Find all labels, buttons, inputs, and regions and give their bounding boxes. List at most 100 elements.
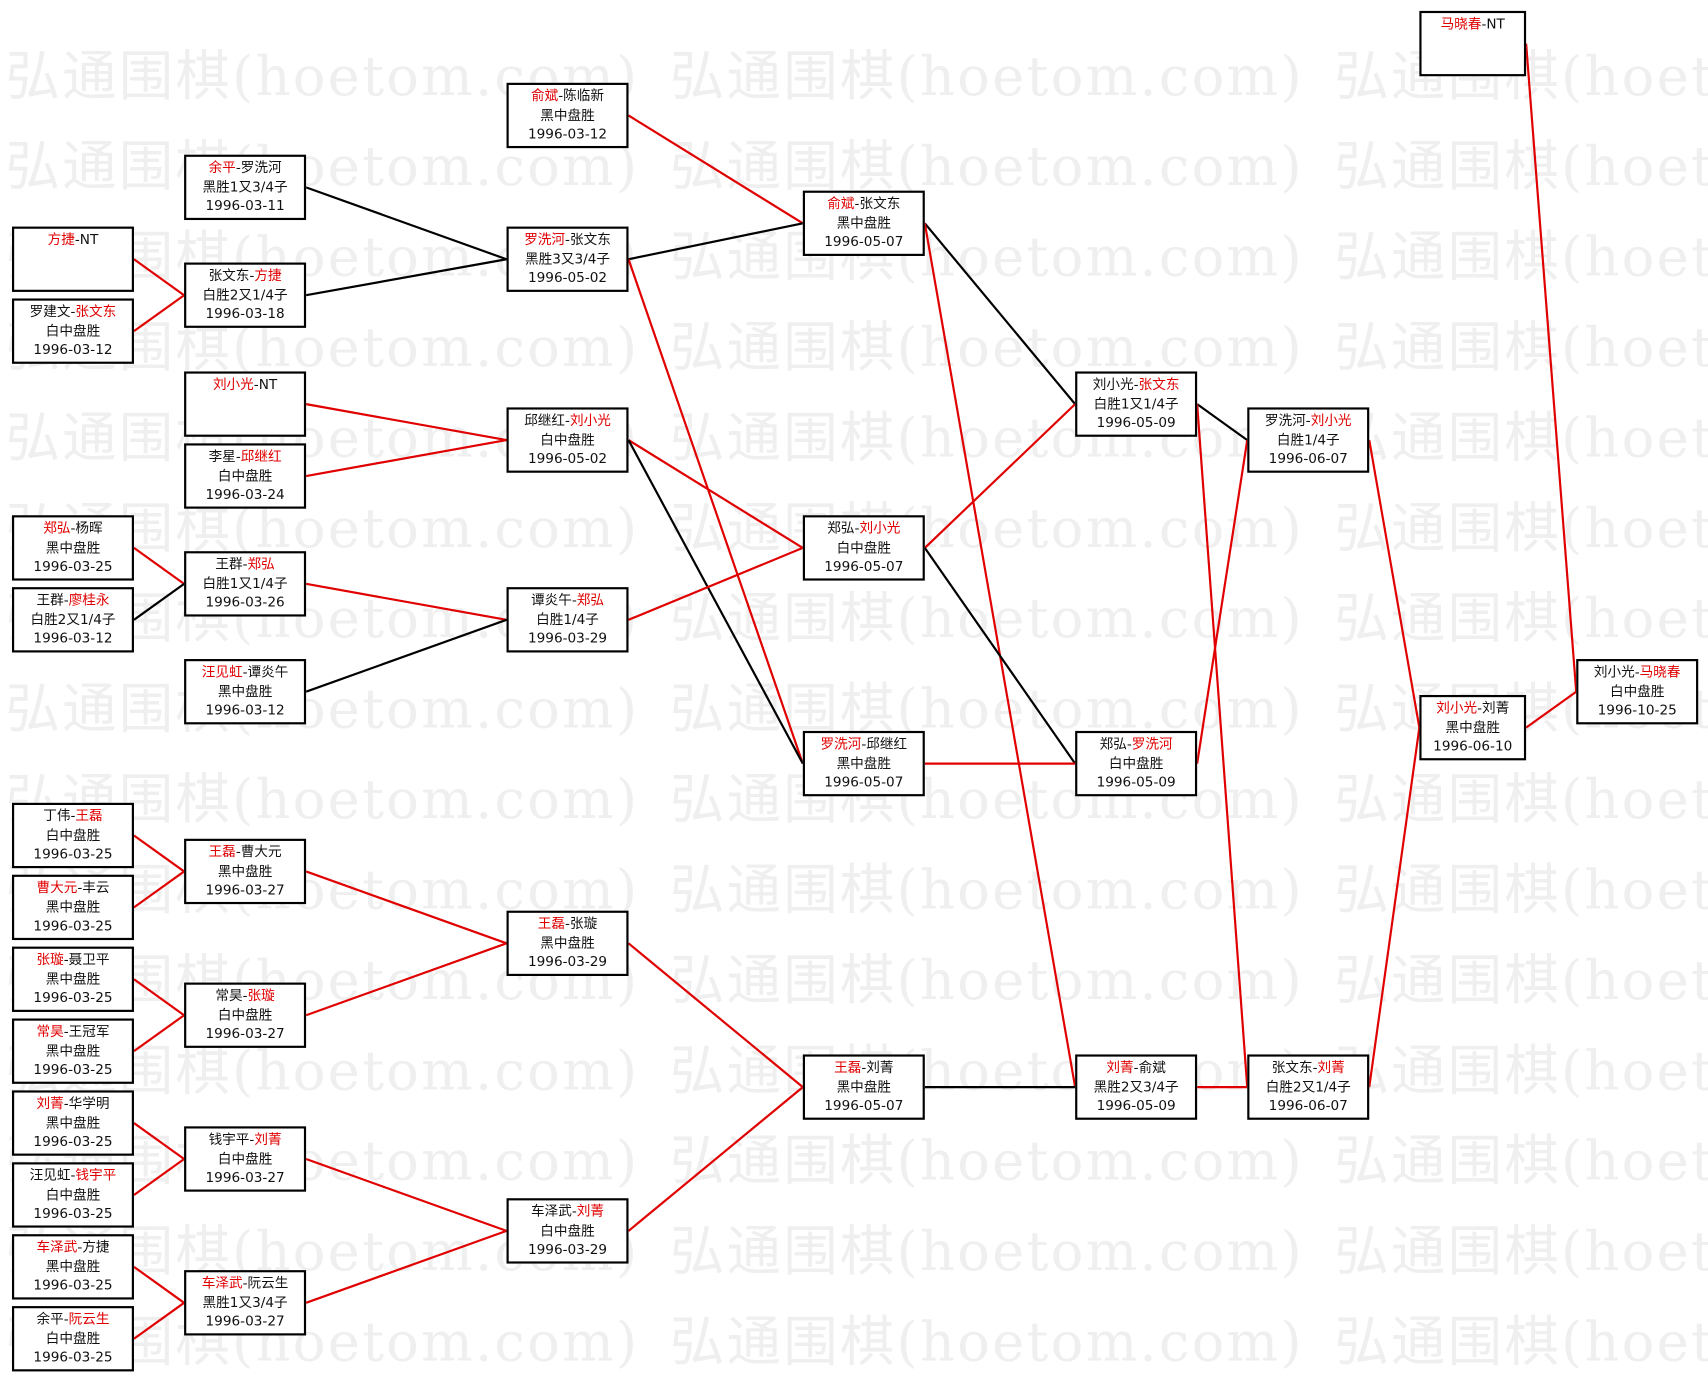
match-players: 罗洗河-张文东 xyxy=(509,230,627,249)
match-players: 余平-罗洗河 xyxy=(186,158,304,177)
match-box: 郑弘-罗洗河 白中盘胜 1996-05-09 xyxy=(1075,730,1198,797)
player-2: 廖桂永 xyxy=(68,591,110,608)
player-1: 丁伟 xyxy=(43,807,71,824)
watermark-text: 弘通围棋(hoetom.com) xyxy=(1334,948,1708,1012)
match-players: 郑弘-罗洗河 xyxy=(1077,734,1195,753)
watermark-text: 弘通围棋(hoetom.com) xyxy=(669,858,1304,922)
match-date: 1996-03-25 xyxy=(33,1276,113,1293)
player-1: 车泽武 xyxy=(201,1274,243,1291)
match-box: 王群-廖桂永 白胜2又1/4子 1996-03-12 xyxy=(11,587,134,653)
match-players: 汪见虹-钱宇平 xyxy=(14,1166,132,1185)
match-players: 汪见虹-谭炎午 xyxy=(186,662,304,681)
player-2: 杨晖 xyxy=(75,519,103,536)
separator: - xyxy=(861,1058,867,1076)
match-date: 1996-06-07 xyxy=(1268,1096,1348,1114)
watermark-text: 弘通围棋(hoetom.com) xyxy=(1334,767,1708,832)
separator: - xyxy=(70,519,76,536)
match-box: 车泽武-方捷 黑中盘胜 1996-03-25 xyxy=(11,1234,134,1300)
watermark-text: 弘通围棋(hoetom.com) xyxy=(669,135,1304,199)
match-date: 1996-03-27 xyxy=(205,881,285,898)
match-players: 刘菁-华学明 xyxy=(14,1094,132,1113)
match-date: 1996-05-09 xyxy=(1096,773,1176,790)
separator: - xyxy=(70,302,76,320)
match-date: 1996-05-09 xyxy=(1096,413,1176,431)
player-1: 王群 xyxy=(215,555,243,572)
player-2: 陈临新 xyxy=(563,87,605,104)
match-date: 1996-06-10 xyxy=(1433,737,1513,754)
separator: - xyxy=(235,447,241,465)
bracket-connector xyxy=(133,1301,185,1340)
player-2: 张璇 xyxy=(247,986,275,1004)
player-2: 谭炎午 xyxy=(247,663,289,680)
match-players: 刘小光-张文东 xyxy=(1077,375,1195,394)
match-players: 俞斌-张文东 xyxy=(805,194,923,213)
bracket-connector xyxy=(133,870,185,909)
player-2: 刘菁 xyxy=(1481,699,1510,716)
separator: - xyxy=(77,1238,83,1255)
separator: - xyxy=(854,194,860,212)
player-2: NT xyxy=(258,375,278,393)
match-result: 黑中盘胜 xyxy=(45,1257,101,1274)
match-result: 黑中盘胜 xyxy=(836,214,892,231)
match-players: 丁伟-王磊 xyxy=(14,806,132,825)
match-players: 刘小光-NT xyxy=(186,375,304,394)
match-box: 余平-罗洗河 黑胜1又3/4子 1996-03-11 xyxy=(184,154,307,221)
separator: - xyxy=(242,986,248,1004)
match-players: 方捷-NT xyxy=(14,230,132,249)
match-date: 1996-03-11 xyxy=(205,197,285,214)
match-result: 黑中盘胜 xyxy=(836,754,892,771)
match-result: 白中盘胜 xyxy=(540,430,595,448)
match-box: 张璇-聂卫平 黑中盘胜 1996-03-25 xyxy=(11,946,134,1012)
bracket-connector xyxy=(627,439,804,765)
player-1: 罗洗河 xyxy=(820,735,862,752)
player-2: 阮云生 xyxy=(247,1274,289,1291)
match-players: 余平-阮云生 xyxy=(14,1309,132,1328)
player-1: 余平 xyxy=(208,159,236,176)
match-box: 刘小光-马晓春 白中盘胜 1996-10-25 xyxy=(1576,659,1699,725)
match-date: 1996-05-02 xyxy=(527,269,608,286)
match-result: 黑中盘胜 xyxy=(45,538,101,555)
bracket-connector xyxy=(133,1265,185,1304)
player-2: 刘小光 xyxy=(859,519,901,536)
match-date: 1996-03-24 xyxy=(205,485,285,503)
watermark-text: 弘通围棋(hoetom.com) xyxy=(669,225,1304,289)
match-box: 刘小光-张文东 白胜1又1/4子 1996-05-09 xyxy=(1075,371,1198,437)
bracket-connector xyxy=(627,942,804,1088)
player-1: 刘菁 xyxy=(1106,1058,1134,1076)
watermark-text: 弘通围棋(hoetom.com) xyxy=(669,1220,1304,1284)
match-box: 王磊-曹大元 黑中盘胜 1996-03-27 xyxy=(184,838,307,905)
match-result: 黑胜1又3/4子 xyxy=(202,178,288,195)
player-1: 马晓春 xyxy=(1440,15,1482,32)
match-date: 1996-05-07 xyxy=(824,233,904,250)
match-box: 郑弘-刘小光 白中盘胜 1996-05-07 xyxy=(802,515,925,581)
match-date: 1996-03-25 xyxy=(33,1060,113,1078)
match-players: 李星-邱继红 xyxy=(186,447,304,466)
player-1: 俞斌 xyxy=(827,194,855,212)
player-2: 曹大元 xyxy=(240,843,282,860)
match-players: 王磊-张璇 xyxy=(509,914,627,933)
match-date: 1996-05-07 xyxy=(824,557,904,575)
bracket-connector xyxy=(305,582,507,621)
match-result: 白胜2又1/4子 xyxy=(1265,1077,1351,1095)
separator: - xyxy=(558,87,564,104)
player-1: 王磊 xyxy=(208,843,236,860)
match-players: 车泽武-方捷 xyxy=(14,1237,132,1256)
match-date: 1996-03-25 xyxy=(33,1348,113,1365)
match-players: 王磊-刘菁 xyxy=(805,1058,923,1077)
player-1: 俞斌 xyxy=(530,87,559,104)
bracket-connector xyxy=(305,870,507,945)
bracket-connector xyxy=(305,1229,507,1304)
player-1: 刘小光 xyxy=(1593,663,1635,680)
player-2: 张璇 xyxy=(569,915,598,932)
match-date: 1996-03-25 xyxy=(33,1132,113,1150)
match-box: 刘菁-华学明 黑中盘胜 1996-03-25 xyxy=(11,1090,134,1156)
player-1: 张文东 xyxy=(208,266,250,284)
separator: - xyxy=(63,1094,69,1112)
player-2: 张文东 xyxy=(569,230,611,248)
match-result: 白胜2又1/4子 xyxy=(202,285,288,303)
player-2: 刘菁 xyxy=(866,1058,894,1076)
bracket-connector xyxy=(133,258,185,297)
player-2: 张文东 xyxy=(75,302,117,320)
